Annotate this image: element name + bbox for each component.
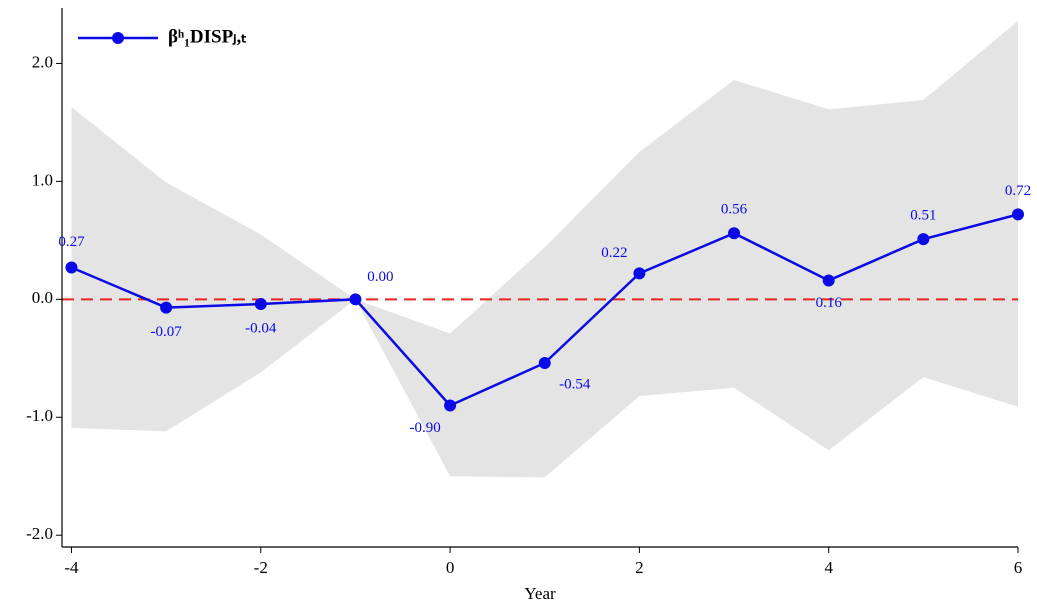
data-label: -0.90	[409, 420, 440, 436]
data-label: 0.22	[601, 245, 627, 261]
data-point	[728, 227, 741, 240]
y-tick-label: 2.0	[32, 52, 53, 71]
data-point	[917, 233, 930, 246]
y-tick-label: -1.0	[26, 406, 53, 425]
data-label: 0.27	[58, 234, 85, 250]
y-tick-label: 0.0	[32, 288, 53, 307]
x-tick-label: -4	[64, 558, 79, 577]
data-label: -0.04	[245, 320, 277, 336]
data-point	[633, 267, 646, 280]
data-label: -0.07	[150, 324, 182, 340]
x-tick-label: 0	[446, 558, 455, 577]
x-tick-label: 4	[824, 558, 833, 577]
data-label: 0.16	[816, 295, 843, 311]
data-label: -0.54	[559, 376, 591, 392]
x-axis-label: Year	[524, 584, 556, 603]
y-tick-label: -2.0	[26, 524, 53, 543]
legend-label: βʰ₁DISPⱼ,ₜ	[168, 26, 247, 47]
data-point	[349, 293, 362, 306]
data-point	[822, 274, 835, 287]
legend-marker	[112, 32, 124, 44]
x-tick-label: 2	[635, 558, 644, 577]
confidence-band	[71, 20, 1019, 478]
data-label: 0.56	[721, 202, 748, 218]
data-point	[65, 261, 78, 274]
data-point	[538, 357, 551, 370]
x-tick-label: 6	[1014, 558, 1023, 577]
data-point	[1012, 208, 1024, 221]
data-point	[160, 301, 173, 314]
data-label: 0.51	[910, 208, 936, 224]
data-point	[254, 298, 267, 311]
data-label: 0.00	[367, 269, 393, 285]
y-tick-label: 1.0	[32, 170, 53, 189]
data-point	[444, 399, 457, 412]
data-label: 0.72	[1005, 183, 1031, 199]
x-tick-label: -2	[254, 558, 268, 577]
